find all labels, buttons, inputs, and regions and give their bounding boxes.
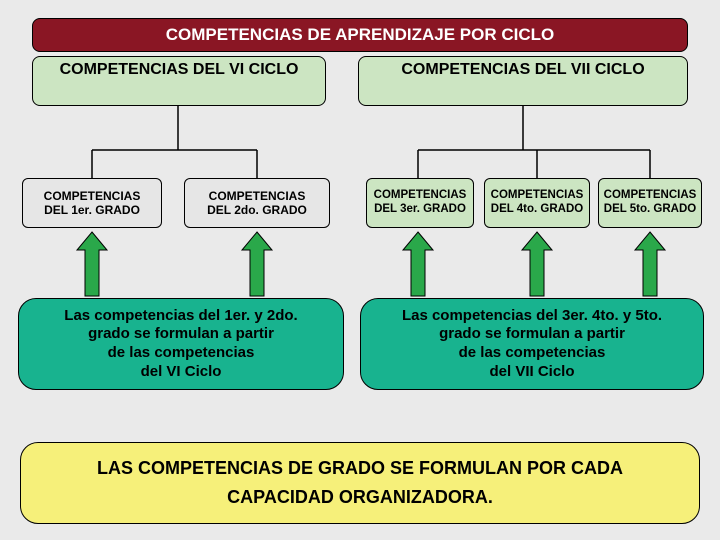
footer-box: LAS COMPETENCIAS DE GRADO SE FORMULAN PO…	[20, 442, 700, 524]
desc-vii-box: Las competencias del 3er. 4to. y 5to. gr…	[360, 298, 704, 390]
desc-vi-l1: Las competencias del 1er. y 2do.	[64, 307, 297, 326]
desc-vi-l4: del VI Ciclo	[141, 363, 222, 382]
desc-vii-l1: Las competencias del 3er. 4to. y 5to.	[402, 307, 662, 326]
desc-vi-box: Las competencias del 1er. y 2do. grado s…	[18, 298, 344, 390]
desc-vi-l2: grado se formulan a partir	[88, 325, 274, 344]
desc-vii-l3: de las competencias	[459, 344, 606, 363]
footer-l2: CAPACIDAD ORGANIZADORA.	[227, 483, 493, 512]
desc-vii-l2: grado se formulan a partir	[439, 325, 625, 344]
desc-vi-l3: de las competencias	[108, 344, 255, 363]
desc-vii-l4: del VII Ciclo	[489, 363, 574, 382]
footer-l1: LAS COMPETENCIAS DE GRADO SE FORMULAN PO…	[97, 454, 623, 483]
